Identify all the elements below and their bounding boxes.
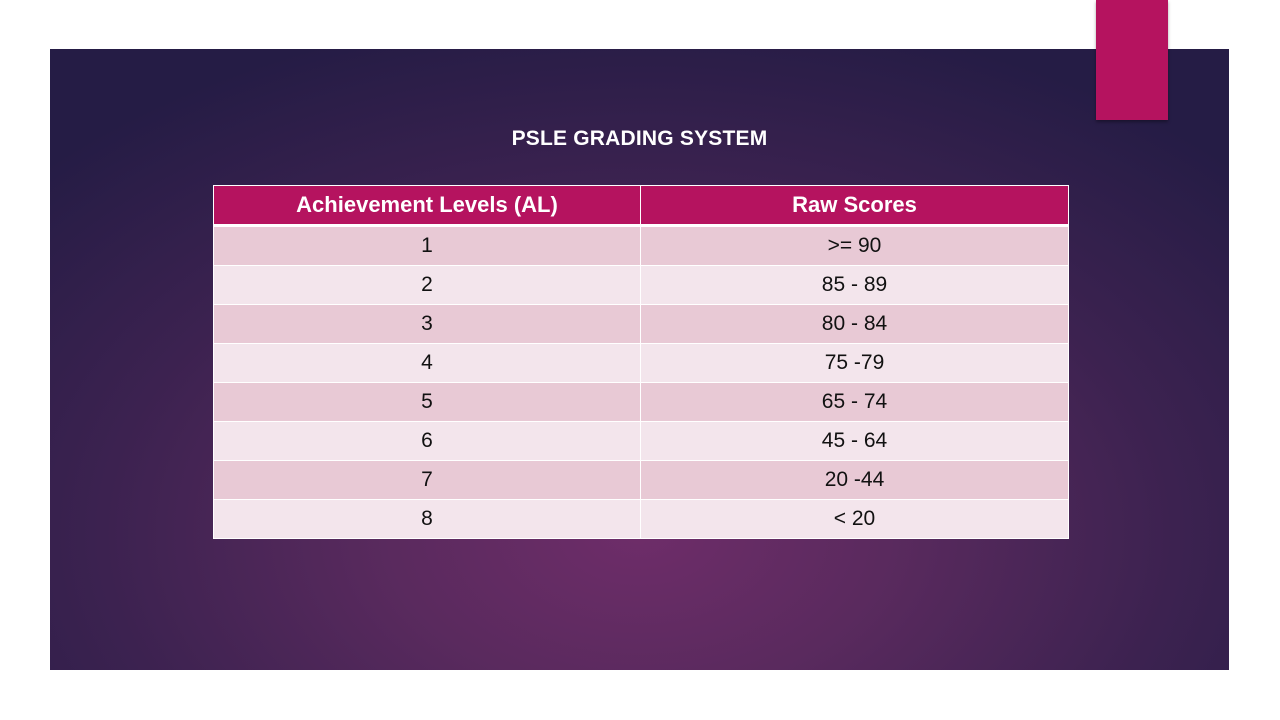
raw-score-cell: 65 - 74 xyxy=(640,382,1069,422)
raw-score-cell: 20 -44 xyxy=(640,460,1069,500)
achievement-level-cell: 2 xyxy=(213,265,641,305)
table-row: 2 85 - 89 xyxy=(213,265,1069,305)
table-header-row: Achievement Levels (AL) Raw Scores xyxy=(213,185,1069,227)
raw-score-cell: 80 - 84 xyxy=(640,304,1069,344)
accent-tab xyxy=(1096,0,1168,120)
raw-score-cell: 75 -79 xyxy=(640,343,1069,383)
raw-score-cell: >= 90 xyxy=(640,225,1069,266)
table-row: 6 45 - 64 xyxy=(213,421,1069,461)
table-row: 4 75 -79 xyxy=(213,343,1069,383)
table-row: 8 < 20 xyxy=(213,499,1069,539)
achievement-level-cell: 7 xyxy=(213,460,641,500)
column-header-raw-scores: Raw Scores xyxy=(640,185,1069,227)
column-header-achievement-level: Achievement Levels (AL) xyxy=(213,185,641,227)
achievement-level-cell: 6 xyxy=(213,421,641,461)
table-row: 7 20 -44 xyxy=(213,460,1069,500)
achievement-level-cell: 1 xyxy=(213,225,641,266)
table-row: 1 >= 90 xyxy=(213,225,1069,266)
achievement-level-cell: 5 xyxy=(213,382,641,422)
grading-table: Achievement Levels (AL) Raw Scores 1 >= … xyxy=(213,185,1069,539)
raw-score-cell: 85 - 89 xyxy=(640,265,1069,305)
slide-title: PSLE GRADING SYSTEM xyxy=(511,127,768,150)
achievement-level-cell: 4 xyxy=(213,343,641,383)
raw-score-cell: < 20 xyxy=(640,499,1069,539)
achievement-level-cell: 3 xyxy=(213,304,641,344)
raw-score-cell: 45 - 64 xyxy=(640,421,1069,461)
achievement-level-cell: 8 xyxy=(213,499,641,539)
table-row: 3 80 - 84 xyxy=(213,304,1069,344)
table-row: 5 65 - 74 xyxy=(213,382,1069,422)
